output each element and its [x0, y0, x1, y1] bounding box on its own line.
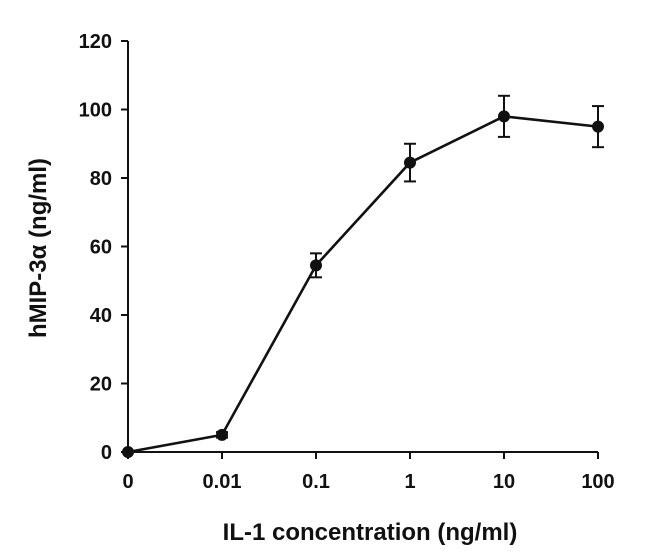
y-tick-label: 40 [90, 305, 112, 327]
y-tick-label: 0 [101, 442, 112, 464]
x-tick-label: 1 [404, 471, 415, 493]
data-point [498, 110, 510, 123]
data-point [404, 156, 416, 169]
x-axis-ticks: 0 0.01 0.1 1 10 100 [122, 452, 615, 493]
x-axis-title: IL-1 concentration (ng/ml) [223, 519, 518, 546]
data-point [216, 428, 228, 441]
x-tick-label: 10 [493, 471, 515, 493]
data-point [592, 120, 604, 133]
y-axis-title: hMIP-3α (ng/ml) [25, 158, 52, 338]
y-tick-label: 120 [79, 31, 112, 53]
y-tick-label: 80 [90, 168, 112, 190]
x-tick-label: 0.01 [203, 471, 242, 493]
x-tick-label: 0 [122, 471, 133, 493]
y-tick-label: 20 [90, 374, 112, 396]
series-line [127, 115, 599, 454]
data-point [310, 259, 322, 272]
y-tick-label: 60 [90, 237, 112, 259]
x-tick-label: 100 [581, 471, 614, 493]
x-tick-label: 0.1 [302, 471, 330, 493]
data-series [122, 94, 604, 458]
y-axis-ticks: 0 20 40 60 80 100 120 [79, 31, 128, 464]
data-point [122, 446, 134, 458]
y-tick-label: 100 [79, 100, 112, 122]
